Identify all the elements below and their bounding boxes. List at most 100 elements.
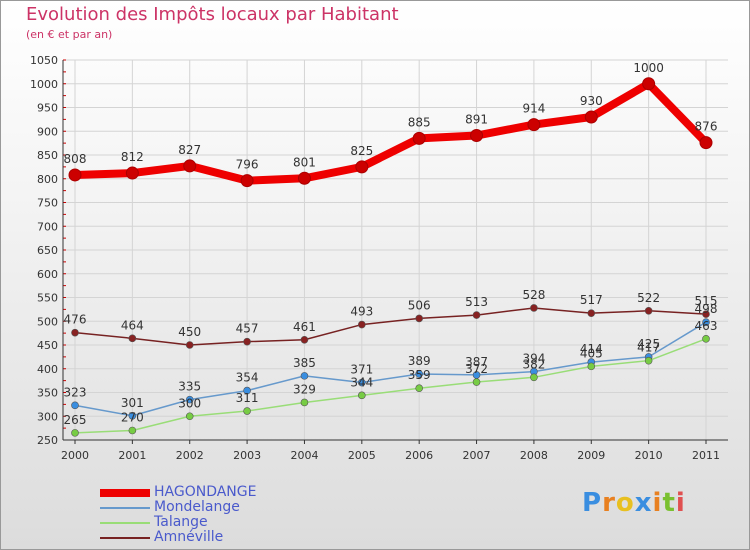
y-tick-label: 600 xyxy=(37,268,58,281)
data-point-0 xyxy=(297,171,311,185)
data-label: 323 xyxy=(64,385,87,399)
legend-swatch xyxy=(100,522,150,524)
y-tick-label: 950 xyxy=(37,102,58,115)
series-line-2 xyxy=(74,338,707,434)
data-label: 801 xyxy=(293,155,316,169)
legend-label: Mondelange xyxy=(154,499,240,515)
y-tick-label: 1050 xyxy=(30,54,58,67)
data-point-2 xyxy=(300,398,309,407)
data-point-2 xyxy=(128,426,137,435)
data-label: 812 xyxy=(121,150,144,164)
data-label: 914 xyxy=(522,102,545,116)
logo-letter: o xyxy=(615,488,635,518)
data-label: 405 xyxy=(580,346,603,360)
data-point-0 xyxy=(412,131,426,145)
data-point-3 xyxy=(185,341,194,349)
x-tick-label: 2011 xyxy=(692,449,720,462)
logo-letter: i xyxy=(652,488,663,518)
data-point-0 xyxy=(355,160,369,174)
data-label: 825 xyxy=(350,144,373,158)
data-label: 930 xyxy=(580,94,603,108)
y-tick-label: 650 xyxy=(37,244,58,257)
data-point-2 xyxy=(530,373,538,382)
data-point-1 xyxy=(300,372,309,380)
data-label: 827 xyxy=(178,143,201,157)
legend-swatch xyxy=(100,489,150,497)
y-tick-label: 850 xyxy=(37,149,58,162)
legend-swatch xyxy=(100,537,150,539)
data-point-0 xyxy=(68,168,82,182)
x-tick-label: 2009 xyxy=(577,449,605,462)
data-point-3 xyxy=(530,304,538,312)
data-point-0 xyxy=(642,77,656,91)
y-tick-label: 900 xyxy=(37,125,58,138)
data-label: 354 xyxy=(236,371,259,385)
data-point-3 xyxy=(472,311,481,319)
y-tick-label: 800 xyxy=(37,173,58,186)
data-point-1 xyxy=(128,411,137,420)
data-point-1 xyxy=(71,401,79,410)
data-label: 387 xyxy=(465,355,488,369)
proxiti-logo: Proxiti xyxy=(582,488,686,518)
y-tick-label: 1000 xyxy=(30,78,58,91)
data-point-0 xyxy=(240,174,254,188)
data-label: 344 xyxy=(350,375,373,389)
data-point-3 xyxy=(128,334,137,343)
data-label: 528 xyxy=(522,288,545,302)
logo-letter: t xyxy=(662,488,676,518)
data-label: 493 xyxy=(350,305,373,319)
logo-letter: i xyxy=(675,488,686,518)
data-label: 891 xyxy=(465,113,488,127)
data-label: 885 xyxy=(408,115,431,129)
y-tick-label: 300 xyxy=(37,410,58,423)
x-tick-label: 2003 xyxy=(233,449,261,462)
data-point-3 xyxy=(243,337,251,346)
data-label: 476 xyxy=(64,313,87,327)
data-label: 311 xyxy=(236,391,259,405)
data-label: 876 xyxy=(695,120,718,134)
chart-subtitle: (en € et par an) xyxy=(26,28,113,41)
data-point-2 xyxy=(587,362,596,371)
data-point-3 xyxy=(415,314,423,323)
x-tick-label: 2006 xyxy=(405,449,433,462)
legend-swatch xyxy=(100,507,150,509)
y-tick-label: 350 xyxy=(37,387,58,400)
data-label: 450 xyxy=(178,325,201,339)
x-tick-label: 2000 xyxy=(61,449,89,462)
data-point-2 xyxy=(71,429,79,437)
data-label: 389 xyxy=(408,354,431,368)
data-label: 329 xyxy=(293,382,316,396)
logo-letter: P xyxy=(582,488,603,518)
series-line-0 xyxy=(71,79,710,185)
data-point-2 xyxy=(185,412,194,421)
y-tick-label: 700 xyxy=(37,220,58,233)
logo-letter: x xyxy=(634,488,653,518)
y-tick-label: 750 xyxy=(37,197,58,210)
series-line-3 xyxy=(74,307,707,346)
x-tick-label: 2002 xyxy=(176,449,204,462)
chart-title: Evolution des Impôts locaux par Habitant xyxy=(26,4,399,25)
data-point-3 xyxy=(71,328,79,337)
data-label: 265 xyxy=(64,413,87,427)
data-point-2 xyxy=(358,391,366,400)
data-label: 461 xyxy=(293,320,316,334)
data-point-0 xyxy=(584,110,598,124)
data-label: 371 xyxy=(350,363,373,377)
data-label: 394 xyxy=(522,352,545,366)
x-tick-label: 2010 xyxy=(635,449,663,462)
data-point-2 xyxy=(243,407,251,415)
data-point-3 xyxy=(358,320,366,329)
data-label: 300 xyxy=(178,396,201,410)
data-point-1 xyxy=(243,386,251,395)
data-label: 382 xyxy=(522,357,545,371)
data-point-2 xyxy=(702,335,710,343)
data-label: 270 xyxy=(121,411,144,425)
x-tick-label: 2004 xyxy=(290,449,318,462)
data-label: 457 xyxy=(236,322,259,336)
data-point-3 xyxy=(644,306,653,315)
data-label: 498 xyxy=(695,302,718,316)
data-label: 808 xyxy=(64,152,87,166)
data-label: 359 xyxy=(408,368,431,382)
